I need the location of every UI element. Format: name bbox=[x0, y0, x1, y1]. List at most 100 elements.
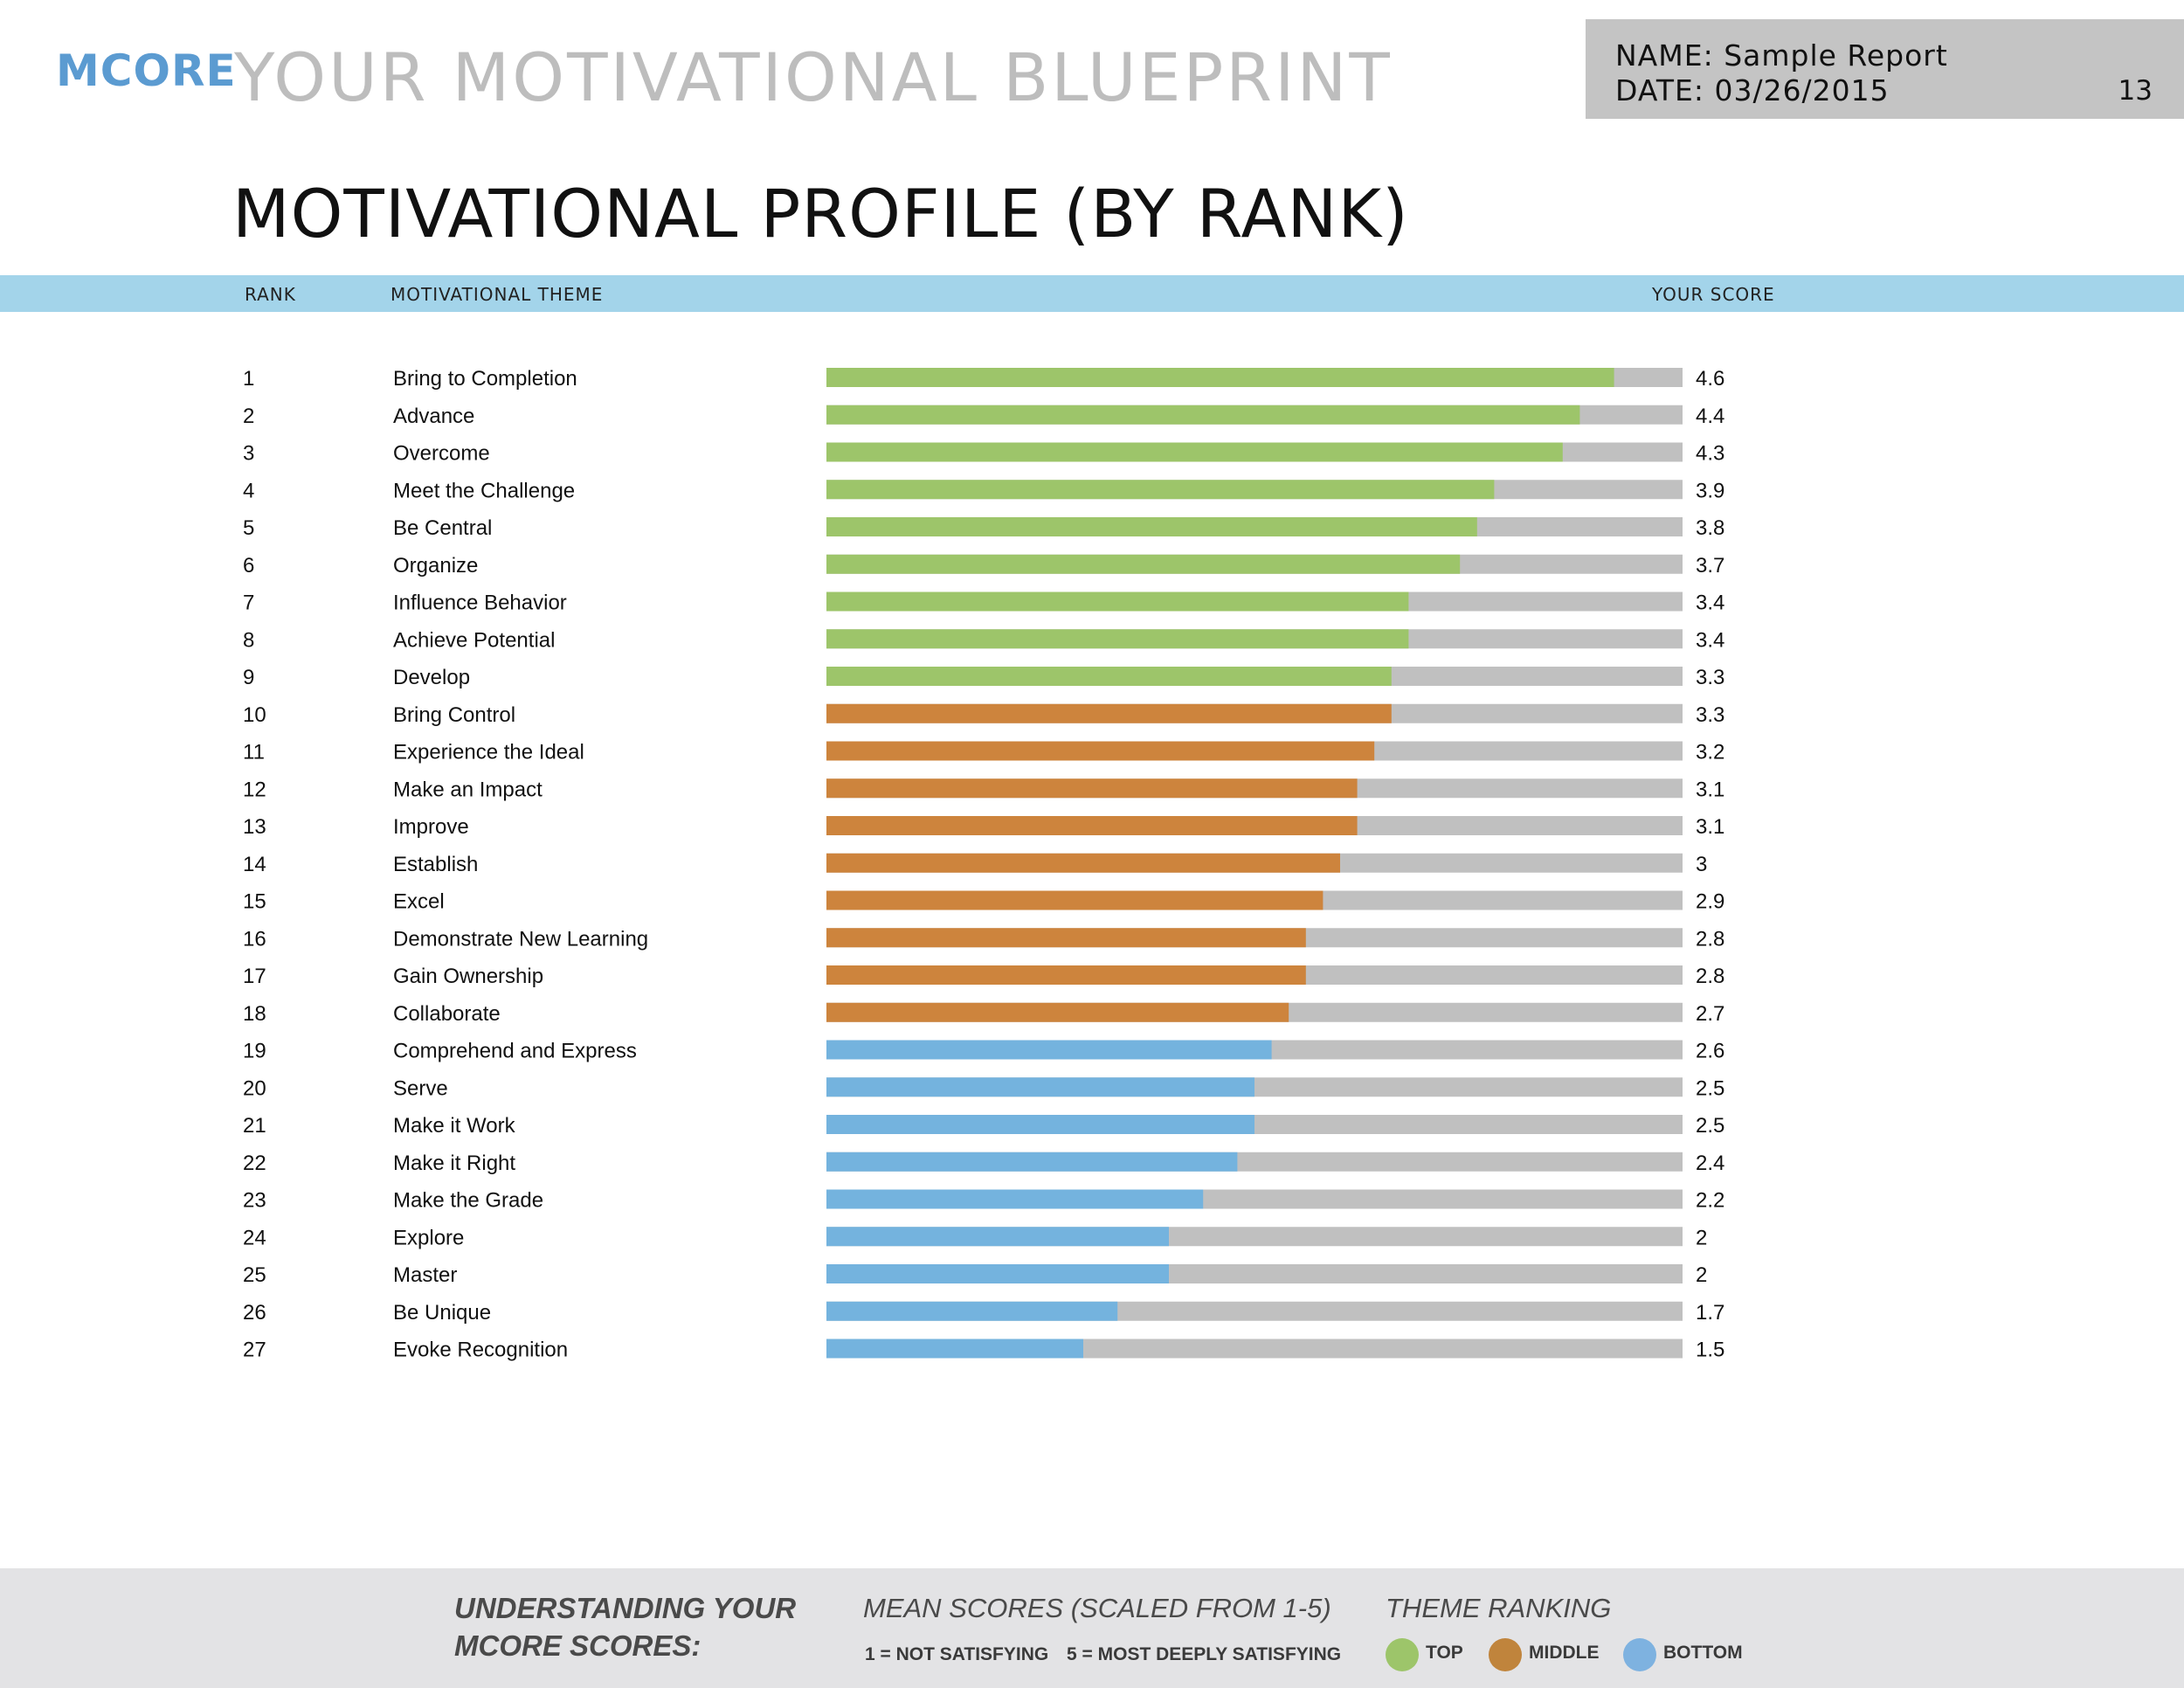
footer-legend: UNDERSTANDING YOUR MCORE SCORES: MEAN SC… bbox=[0, 1568, 2184, 1688]
scale-low-label: 1 = NOT SATISFYING bbox=[865, 1644, 1049, 1664]
legend-bottom-label: BOTTOM bbox=[1663, 1643, 1743, 1663]
theme-label: Make it Right bbox=[393, 1152, 515, 1175]
rank-label: 4 bbox=[243, 479, 254, 502]
score-value-label: 2.2 bbox=[1696, 1189, 1724, 1213]
theme-label: Achieve Potential bbox=[393, 628, 555, 652]
score-bar-middle bbox=[826, 890, 1324, 910]
score-value-label: 2.4 bbox=[1696, 1152, 1724, 1175]
score-value-label: 3.1 bbox=[1696, 778, 1724, 801]
rank-label: 21 bbox=[243, 1114, 266, 1138]
score-bar-top bbox=[826, 480, 1495, 500]
theme-label: Demonstrate New Learning bbox=[393, 927, 648, 951]
theme-label: Influence Behavior bbox=[393, 591, 567, 615]
rank-label: 15 bbox=[243, 890, 266, 914]
rank-column-header: RANK bbox=[245, 284, 296, 305]
score-value-label: 2.9 bbox=[1696, 890, 1724, 914]
rank-label: 8 bbox=[243, 628, 254, 652]
footer-understanding-line1: UNDERSTANDING YOUR bbox=[454, 1592, 797, 1624]
theme-label: Advance bbox=[393, 405, 474, 428]
theme-label: Excel bbox=[393, 890, 445, 914]
score-value-label: 3.2 bbox=[1696, 741, 1724, 764]
score-bar-top bbox=[826, 368, 1614, 387]
theme-label: Meet the Challenge bbox=[393, 479, 575, 502]
rank-label: 13 bbox=[243, 815, 266, 839]
score-value-label: 3.3 bbox=[1696, 666, 1724, 689]
score-bar-bottom bbox=[826, 1152, 1238, 1172]
mcore-logo: MCORE bbox=[56, 45, 237, 96]
score-bar-top bbox=[826, 405, 1580, 425]
score-bar-bottom bbox=[826, 1115, 1254, 1134]
legend-middle-label: MIDDLE bbox=[1529, 1643, 1600, 1663]
score-bar-bottom bbox=[826, 1301, 1118, 1321]
score-value-label: 2.5 bbox=[1696, 1114, 1724, 1138]
score-bar-middle bbox=[826, 928, 1306, 948]
score-bar-top bbox=[826, 554, 1461, 574]
theme-label: Comprehend and Express bbox=[393, 1040, 637, 1063]
rank-label: 22 bbox=[243, 1152, 266, 1175]
theme-ranking-title: THEME RANKING bbox=[1386, 1593, 1612, 1623]
rank-label: 11 bbox=[243, 741, 265, 764]
score-value-label: 4.3 bbox=[1696, 442, 1724, 466]
rank-label: 25 bbox=[243, 1263, 266, 1287]
rank-label: 10 bbox=[243, 703, 266, 727]
rank-label: 12 bbox=[243, 778, 266, 801]
score-value-label: 3.1 bbox=[1696, 815, 1724, 839]
mean-scores-title: MEAN SCORES (SCALED FROM 1-5) bbox=[863, 1593, 1331, 1623]
rank-label: 17 bbox=[243, 965, 266, 988]
theme-label: Organize bbox=[393, 554, 478, 578]
score-bar-bottom bbox=[826, 1040, 1272, 1060]
score-column-header: YOUR SCORE bbox=[1652, 284, 1775, 305]
rank-label: 2 bbox=[243, 405, 254, 428]
score-bar-bottom bbox=[826, 1227, 1169, 1247]
legend-bottom-swatch bbox=[1623, 1638, 1656, 1671]
score-bar-middle bbox=[826, 703, 1392, 723]
theme-label: Be Unique bbox=[393, 1301, 491, 1325]
theme-label: Experience the Ideal bbox=[393, 741, 584, 764]
score-value-label: 4.6 bbox=[1696, 367, 1724, 391]
score-bar-top bbox=[826, 517, 1477, 536]
report-date: DATE: 03/26/2015 bbox=[1615, 73, 1890, 107]
theme-label: Make an Impact bbox=[393, 778, 543, 801]
theme-label: Evoke Recognition bbox=[393, 1339, 568, 1362]
legend-top-label: TOP bbox=[1426, 1643, 1463, 1663]
score-bar-middle bbox=[826, 1002, 1289, 1022]
scale-high-label: 5 = MOST DEEPLY SATISFYING bbox=[1067, 1644, 1342, 1664]
score-value-label: 3.7 bbox=[1696, 554, 1724, 578]
rank-label: 7 bbox=[243, 591, 254, 615]
score-bar-top bbox=[826, 629, 1409, 649]
report-name: NAME: Sample Report bbox=[1615, 38, 1948, 73]
legend-middle-swatch bbox=[1489, 1638, 1522, 1671]
rank-label: 20 bbox=[243, 1076, 266, 1100]
score-bar-bottom bbox=[826, 1339, 1083, 1359]
rank-label: 27 bbox=[243, 1339, 266, 1362]
score-value-label: 4.4 bbox=[1696, 405, 1724, 428]
theme-column-header: MOTIVATIONAL THEME bbox=[390, 284, 604, 305]
theme-label: Gain Ownership bbox=[393, 965, 543, 988]
score-value-label: 2.5 bbox=[1696, 1076, 1724, 1100]
score-bar-top bbox=[826, 667, 1392, 686]
theme-label: Improve bbox=[393, 815, 469, 839]
score-value-label: 2.8 bbox=[1696, 965, 1724, 988]
score-bar-middle bbox=[826, 778, 1358, 799]
score-value-label: 2 bbox=[1696, 1263, 1707, 1287]
score-bar-bottom bbox=[826, 1077, 1254, 1097]
rank-label: 6 bbox=[243, 554, 254, 578]
score-value-label: 3.9 bbox=[1696, 479, 1724, 502]
rank-label: 5 bbox=[243, 516, 254, 540]
score-bar-bottom bbox=[826, 1264, 1169, 1283]
theme-label: Explore bbox=[393, 1226, 464, 1249]
score-bar-middle bbox=[826, 816, 1358, 835]
score-value-label: 3.4 bbox=[1696, 591, 1724, 615]
theme-label: Establish bbox=[393, 853, 478, 876]
score-value-label: 3 bbox=[1696, 853, 1707, 876]
rank-label: 1 bbox=[243, 367, 254, 391]
score-value-label: 2.6 bbox=[1696, 1040, 1724, 1063]
rank-label: 3 bbox=[243, 442, 254, 466]
theme-label: Bring Control bbox=[393, 703, 515, 727]
footer-understanding-line2: MCORE SCORES: bbox=[454, 1629, 702, 1662]
motivational-profile-chart: 1 Bring to Completion 4.6 2 Advance 4.4 3 Overc… bbox=[243, 367, 1724, 1362]
legend-top-swatch bbox=[1386, 1638, 1419, 1671]
score-bar-top bbox=[826, 591, 1409, 612]
rank-label: 26 bbox=[243, 1301, 266, 1325]
score-value-label: 1.5 bbox=[1696, 1339, 1724, 1362]
